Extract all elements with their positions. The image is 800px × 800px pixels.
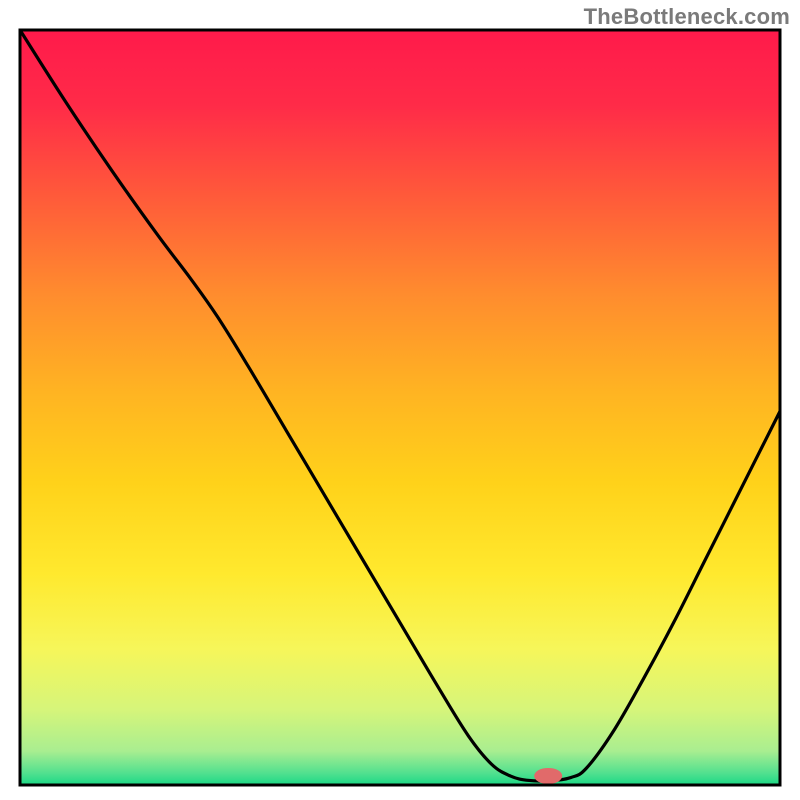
bottleneck-chart — [0, 0, 800, 800]
plot-area — [20, 30, 780, 785]
watermark-text: TheBottleneck.com — [584, 4, 790, 30]
gradient-background — [20, 30, 780, 785]
optimal-marker — [534, 768, 562, 784]
